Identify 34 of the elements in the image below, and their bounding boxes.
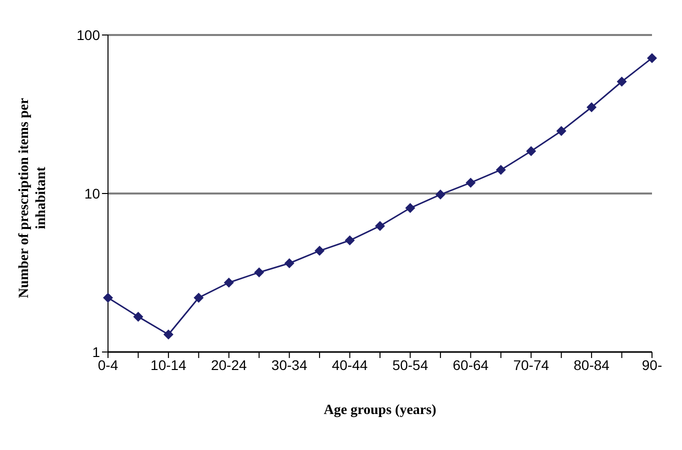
point	[163, 329, 174, 340]
point	[314, 246, 325, 256]
y-tick-label: 10	[84, 185, 100, 202]
x-tick-label: 80-84	[574, 356, 610, 373]
point	[375, 220, 385, 231]
x-tick-label: 60-64	[452, 356, 489, 373]
point	[586, 102, 597, 112]
point	[224, 278, 234, 288]
point	[103, 292, 113, 303]
y-tick-label: 100	[76, 26, 100, 43]
x-tick-label: 30-34	[271, 356, 308, 373]
point	[647, 53, 657, 64]
point	[133, 312, 144, 322]
point	[405, 203, 416, 214]
y-tick-label: 1	[92, 344, 100, 360]
point	[254, 267, 264, 278]
point	[466, 178, 476, 188]
point	[616, 76, 627, 87]
point	[194, 292, 204, 303]
point	[556, 126, 566, 136]
point	[496, 164, 506, 175]
x-tick-label: 10-14	[150, 356, 187, 373]
x-tick-label: 0-4	[98, 356, 118, 373]
point	[344, 235, 355, 246]
x-tick-label: 70-74	[513, 356, 550, 373]
x-tick-label: 50-54	[392, 356, 428, 373]
x-axis-title: Age groups (years)	[324, 403, 437, 418]
x-tick-label: 40-44	[332, 356, 368, 373]
x-tick-label: 20-24	[210, 356, 248, 373]
point	[435, 190, 446, 200]
point	[526, 146, 536, 156]
x-tick-label: 90-	[642, 356, 662, 373]
point	[284, 258, 294, 268]
y-axis-title: Number of prescription items per inhabitant	[17, 98, 49, 298]
